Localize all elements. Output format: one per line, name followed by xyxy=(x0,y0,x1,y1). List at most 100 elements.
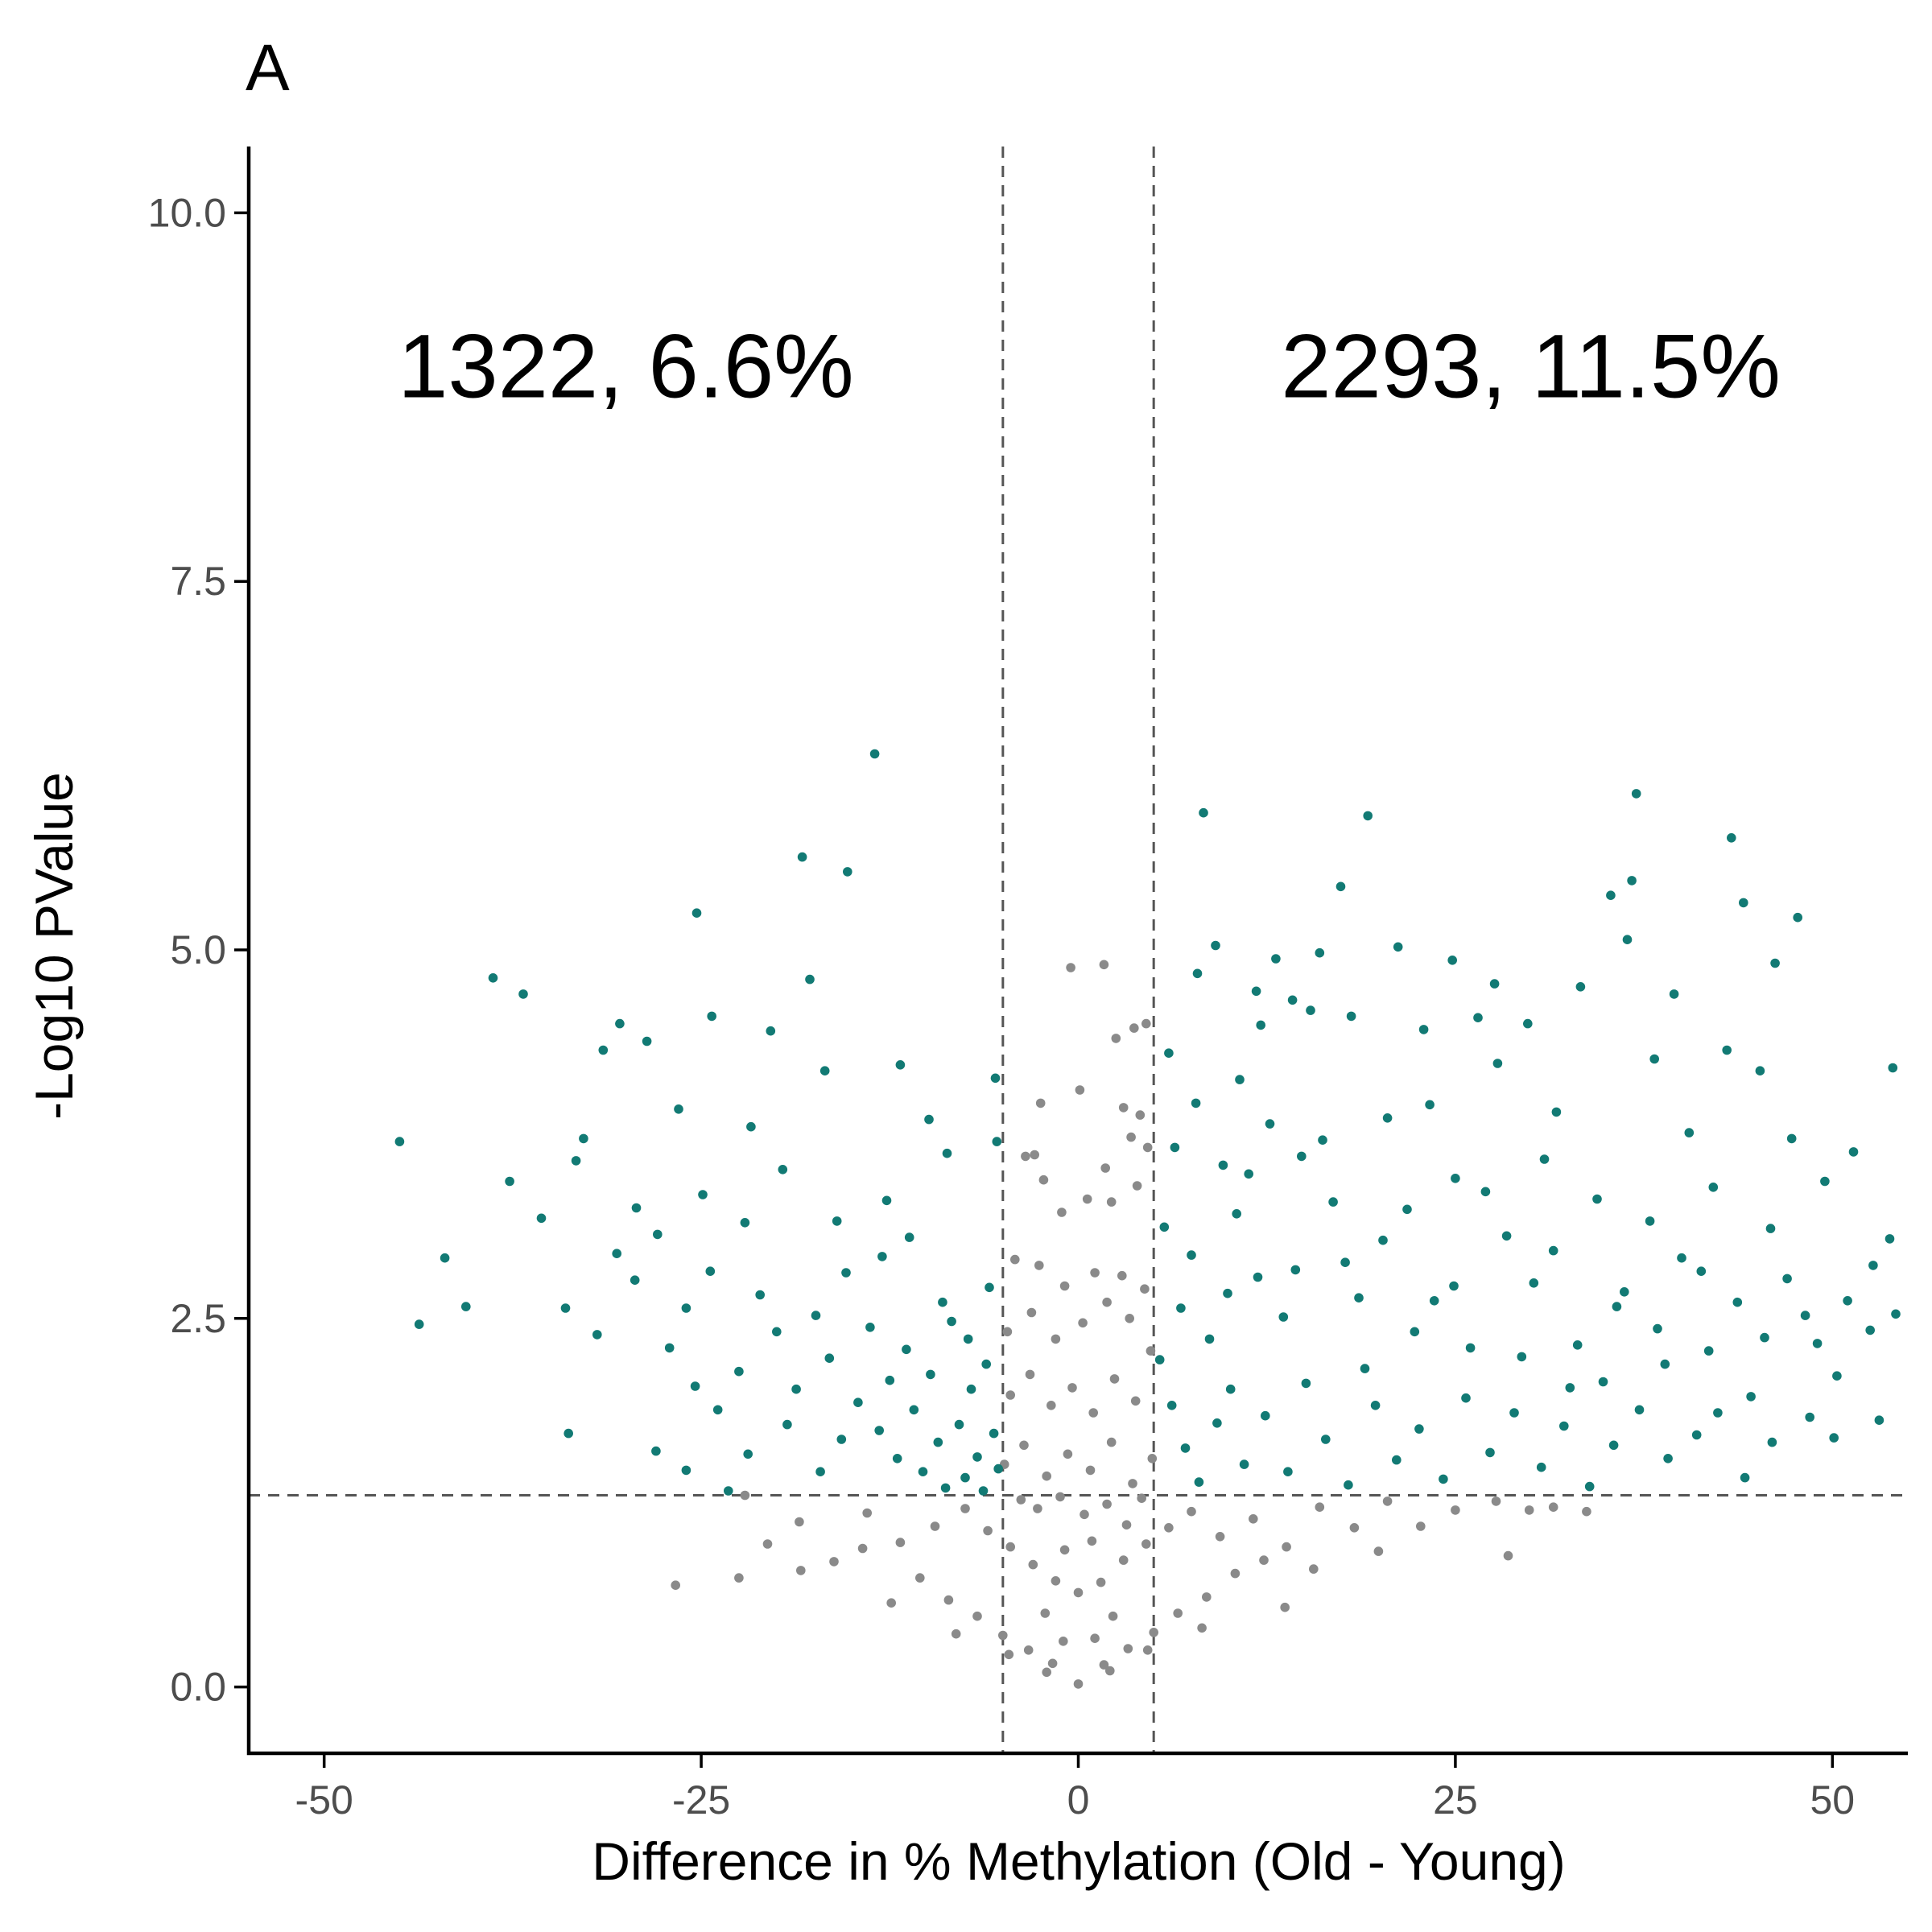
significant-point-148 xyxy=(1465,1343,1476,1353)
significant-point-55 xyxy=(885,1375,895,1385)
significant-point-182 xyxy=(1767,1437,1777,1447)
significant-point-12 xyxy=(440,1253,450,1263)
y-axis-title: -Log10 PValue xyxy=(24,772,84,1120)
nonsignificant-point-41 xyxy=(1019,1440,1029,1451)
significant-point-49 xyxy=(811,1311,821,1320)
nonsignificant-point-93 xyxy=(671,1580,680,1590)
nonsignificant-point-91 xyxy=(1582,1506,1591,1517)
significant-point-4 xyxy=(691,908,702,918)
significant-point-1 xyxy=(869,749,880,759)
significant-point-136 xyxy=(1187,1250,1196,1260)
nonsignificant-point-76 xyxy=(1173,1608,1183,1618)
significant-point-168 xyxy=(1414,1424,1424,1434)
nonsignificant-point-98 xyxy=(951,1629,961,1639)
significant-point-214 xyxy=(1425,1100,1435,1110)
significant-point-93 xyxy=(1793,912,1802,923)
significant-point-19 xyxy=(598,1045,609,1055)
significant-point-143 xyxy=(1800,1311,1810,1320)
nonsignificant-point-35 xyxy=(1046,1401,1056,1410)
significant-point-17 xyxy=(819,1066,830,1075)
significant-point-9 xyxy=(505,1176,514,1187)
significant-point-45 xyxy=(734,1366,744,1377)
y-tick-label: 7.5 xyxy=(170,559,226,604)
nonsignificant-point-87 xyxy=(1451,1505,1460,1515)
significant-point-201 xyxy=(1653,1323,1662,1334)
x-tick-label: 25 xyxy=(1433,1777,1478,1823)
significant-point-112 xyxy=(1164,1048,1174,1058)
significant-point-84 xyxy=(981,1359,991,1369)
nonsignificant-point-109 xyxy=(1080,1509,1089,1520)
significant-point-204 xyxy=(1732,1297,1743,1307)
significant-point-72 xyxy=(782,1419,792,1430)
nonsignificant-point-19 xyxy=(1132,1181,1142,1191)
significant-point-105 xyxy=(1669,989,1679,999)
significant-point-150 xyxy=(1660,1359,1670,1369)
significant-point-44 xyxy=(705,1266,716,1276)
significant-point-15 xyxy=(707,1011,716,1022)
nonsignificant-point-96 xyxy=(857,1543,868,1554)
significant-point-152 xyxy=(1832,1371,1842,1381)
y-tick-label: 10.0 xyxy=(148,190,226,235)
significant-point-83 xyxy=(963,1334,973,1344)
significant-point-13 xyxy=(579,1133,588,1144)
significant-point-92 xyxy=(1739,898,1748,908)
significant-point-57 xyxy=(902,1344,911,1355)
significant-point-174 xyxy=(1559,1421,1569,1431)
nonsignificant-point-27 xyxy=(1026,1307,1037,1318)
significant-point-183 xyxy=(1805,1412,1814,1422)
significant-point-107 xyxy=(1306,1005,1315,1015)
nonsignificant-point-114 xyxy=(1059,1545,1070,1555)
significant-point-54 xyxy=(874,1426,884,1435)
nonsignificant-point-69 xyxy=(998,1630,1008,1641)
significant-point-101 xyxy=(1192,968,1203,979)
nonsignificant-point-25 xyxy=(1140,1284,1150,1294)
significant-point-206 xyxy=(1782,1274,1792,1284)
nonsignificant-point-20 xyxy=(1010,1254,1020,1265)
nonsignificant-point-6 xyxy=(1075,1085,1085,1095)
significant-point-28 xyxy=(651,1446,661,1456)
significant-point-198 xyxy=(1572,1340,1583,1350)
significant-point-46 xyxy=(755,1290,765,1300)
significant-point-193 xyxy=(1410,1327,1420,1337)
significant-point-80 xyxy=(877,1252,887,1261)
nonsignificant-point-13 xyxy=(1100,1163,1110,1173)
significant-point-2 xyxy=(797,852,807,862)
significant-point-146 xyxy=(1278,1312,1289,1322)
significant-point-171 xyxy=(1485,1447,1495,1458)
nonsignificant-point-11 xyxy=(1030,1150,1039,1160)
significant-point-203 xyxy=(1703,1346,1714,1356)
significant-point-155 xyxy=(1166,1401,1177,1410)
nonsignificant-point-107 xyxy=(1033,1504,1042,1513)
nonsignificant-point-52 xyxy=(1051,1576,1061,1586)
significant-point-5 xyxy=(488,973,498,983)
significant-point-141 xyxy=(1612,1302,1622,1311)
significant-point-151 xyxy=(1746,1392,1756,1402)
significant-point-199 xyxy=(1598,1377,1608,1387)
nonsignificant-point-9 xyxy=(1135,1110,1146,1120)
nonsignificant-point-79 xyxy=(1259,1555,1269,1565)
significant-point-170 xyxy=(1461,1393,1471,1403)
axis-lines xyxy=(246,147,1908,1756)
nonsignificant-point-7 xyxy=(1035,1098,1046,1108)
significant-point-26 xyxy=(990,1073,1001,1084)
significant-point-60 xyxy=(926,1369,935,1380)
nonsignificant-point-113 xyxy=(1137,1493,1146,1503)
significant-point-192 xyxy=(1378,1235,1388,1245)
nonsignificant-point-105 xyxy=(1309,1564,1319,1574)
significant-point-116 xyxy=(1755,1066,1765,1075)
nonsignificant-point-21 xyxy=(1034,1261,1044,1270)
nonsignificant-point-97 xyxy=(886,1598,896,1608)
significant-point-161 xyxy=(1261,1410,1270,1421)
significant-point-52 xyxy=(853,1397,863,1407)
nonsignificant-point-48 xyxy=(960,1504,970,1513)
nonsignificant-point-67 xyxy=(943,1595,954,1605)
x-tick-label: -25 xyxy=(672,1777,730,1823)
significant-point-6 xyxy=(805,974,815,985)
significant-point-160 xyxy=(1239,1459,1249,1469)
significant-point-32 xyxy=(612,1249,621,1258)
significant-point-140 xyxy=(1529,1278,1539,1288)
significant-point-217 xyxy=(1539,1154,1550,1164)
significant-point-106 xyxy=(1287,995,1298,1005)
significant-point-137 xyxy=(1253,1272,1263,1282)
significant-point-78 xyxy=(536,1213,547,1224)
